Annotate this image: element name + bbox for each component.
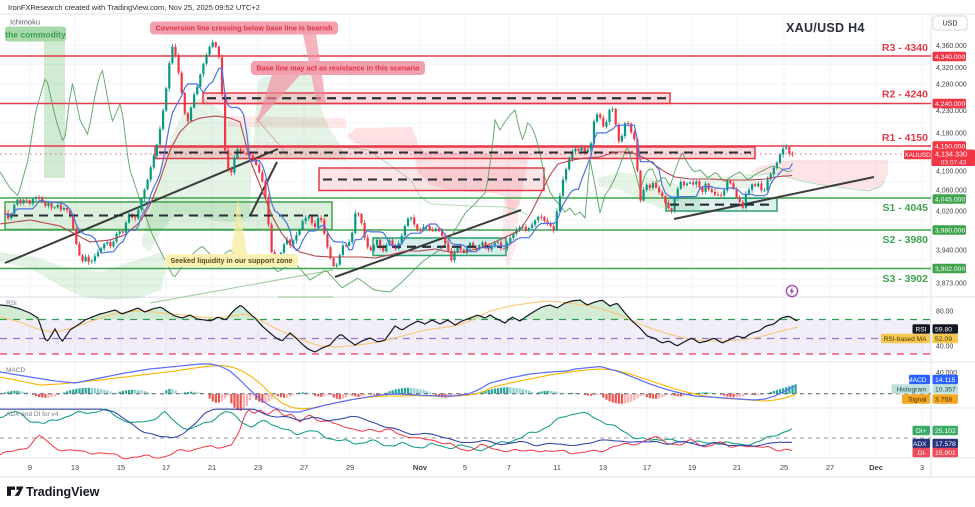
svg-text:3,980.000: 3,980.000 — [935, 227, 965, 234]
svg-text:4,045.000: 4,045.000 — [935, 196, 965, 203]
svg-text:4,280.000: 4,280.000 — [936, 82, 967, 89]
svg-text:XAU/USD H4: XAU/USD H4 — [786, 21, 865, 35]
svg-text:S2 - 3980: S2 - 3980 — [882, 234, 928, 246]
svg-text:3,873.000: 3,873.000 — [936, 281, 967, 288]
svg-text:10.357: 10.357 — [935, 386, 956, 393]
svg-text:R3 - 4340: R3 - 4340 — [882, 42, 928, 54]
svg-text:23: 23 — [254, 463, 262, 472]
svg-text:40.000: 40.000 — [936, 370, 957, 377]
svg-text:3,940.000: 3,940.000 — [936, 248, 967, 255]
svg-text:4,100.000: 4,100.000 — [936, 169, 967, 176]
svg-text:ADX and DI for v4: ADX and DI for v4 — [6, 411, 59, 418]
svg-text:Ichimoku: Ichimoku — [10, 18, 40, 27]
svg-text:IronFXResearch created with Tr: IronFXResearch created with TradingView.… — [8, 3, 260, 12]
svg-text:27: 27 — [826, 463, 834, 472]
svg-text:5: 5 — [463, 463, 467, 472]
svg-text:RSI: RSI — [6, 300, 17, 307]
svg-text:Seeked liquidity in our suppor: Seeked liquidity in our support zone — [171, 256, 293, 265]
svg-text:S1 - 4045: S1 - 4045 — [882, 202, 928, 214]
svg-text:Base line may act as resistanc: Base line may act as resistance in this … — [257, 64, 420, 73]
svg-text:7: 7 — [507, 463, 511, 472]
svg-text:TradingView: TradingView — [26, 485, 100, 499]
svg-text:80.00: 80.00 — [936, 309, 953, 316]
svg-text:4,060.000: 4,060.000 — [936, 188, 967, 195]
svg-text:13: 13 — [71, 463, 79, 472]
svg-text:27: 27 — [300, 463, 308, 472]
svg-text:15: 15 — [117, 463, 125, 472]
svg-text:52.09: 52.09 — [935, 336, 952, 343]
svg-text:USD: USD — [943, 21, 958, 28]
svg-text:4,360.000: 4,360.000 — [936, 43, 967, 50]
svg-text:MACD: MACD — [907, 377, 927, 384]
svg-text:4,230.000: 4,230.000 — [936, 108, 967, 115]
svg-text:14.115: 14.115 — [935, 377, 956, 384]
svg-text:3.758: 3.758 — [935, 396, 952, 403]
svg-text:Covnersion line crossing below: Covnersion line crossing below base line… — [156, 24, 333, 33]
svg-text:4,320.000: 4,320.000 — [936, 65, 967, 72]
svg-text:4,340.000: 4,340.000 — [935, 54, 965, 61]
svg-text:25.102: 25.102 — [935, 428, 956, 435]
svg-text:25: 25 — [780, 463, 788, 472]
svg-text:DI-: DI- — [918, 450, 927, 457]
svg-text:R2 - 4240: R2 - 4240 — [882, 89, 928, 101]
svg-text:Histogram: Histogram — [896, 386, 927, 393]
svg-text:XAUUSD: XAUUSD — [904, 152, 931, 159]
svg-text:59.80: 59.80 — [935, 326, 952, 333]
svg-text:Signal: Signal — [908, 396, 927, 403]
svg-text:Nov: Nov — [413, 463, 428, 472]
svg-text:03:07:43: 03:07:43 — [941, 160, 967, 167]
svg-text:S3 - 3902: S3 - 3902 — [882, 273, 928, 285]
svg-text:21: 21 — [733, 463, 741, 472]
svg-text:13: 13 — [599, 463, 607, 472]
svg-text:3: 3 — [920, 463, 924, 472]
svg-text:3,902.000: 3,902.000 — [935, 266, 965, 273]
svg-text:DI+: DI+ — [916, 428, 927, 435]
svg-text:RSI: RSI — [916, 326, 927, 333]
svg-text:RSI-based MA: RSI-based MA — [884, 336, 927, 343]
svg-text:29: 29 — [346, 463, 354, 472]
svg-text:4,020.000: 4,020.000 — [936, 209, 967, 216]
svg-text:4,240.000: 4,240.000 — [935, 101, 965, 108]
svg-text:11: 11 — [553, 463, 561, 472]
svg-text:4,180.000: 4,180.000 — [936, 131, 967, 138]
svg-text:19: 19 — [688, 463, 696, 472]
svg-text:the commodity: the commodity — [5, 30, 66, 40]
svg-text:ADX: ADX — [913, 441, 927, 448]
svg-text:MACD: MACD — [6, 367, 25, 374]
svg-text:17: 17 — [162, 463, 170, 472]
svg-text:21: 21 — [208, 463, 216, 472]
svg-text:4,150.000: 4,150.000 — [935, 143, 965, 150]
svg-text:Dec: Dec — [869, 463, 883, 472]
svg-text:4,134.330: 4,134.330 — [935, 150, 967, 159]
svg-text:R1 - 4150: R1 - 4150 — [882, 132, 928, 144]
svg-text:17: 17 — [643, 463, 651, 472]
svg-text:17.578: 17.578 — [935, 441, 956, 448]
svg-text:15.001: 15.001 — [935, 450, 956, 457]
svg-text:9: 9 — [28, 463, 32, 472]
svg-text:40.00: 40.00 — [936, 344, 953, 351]
